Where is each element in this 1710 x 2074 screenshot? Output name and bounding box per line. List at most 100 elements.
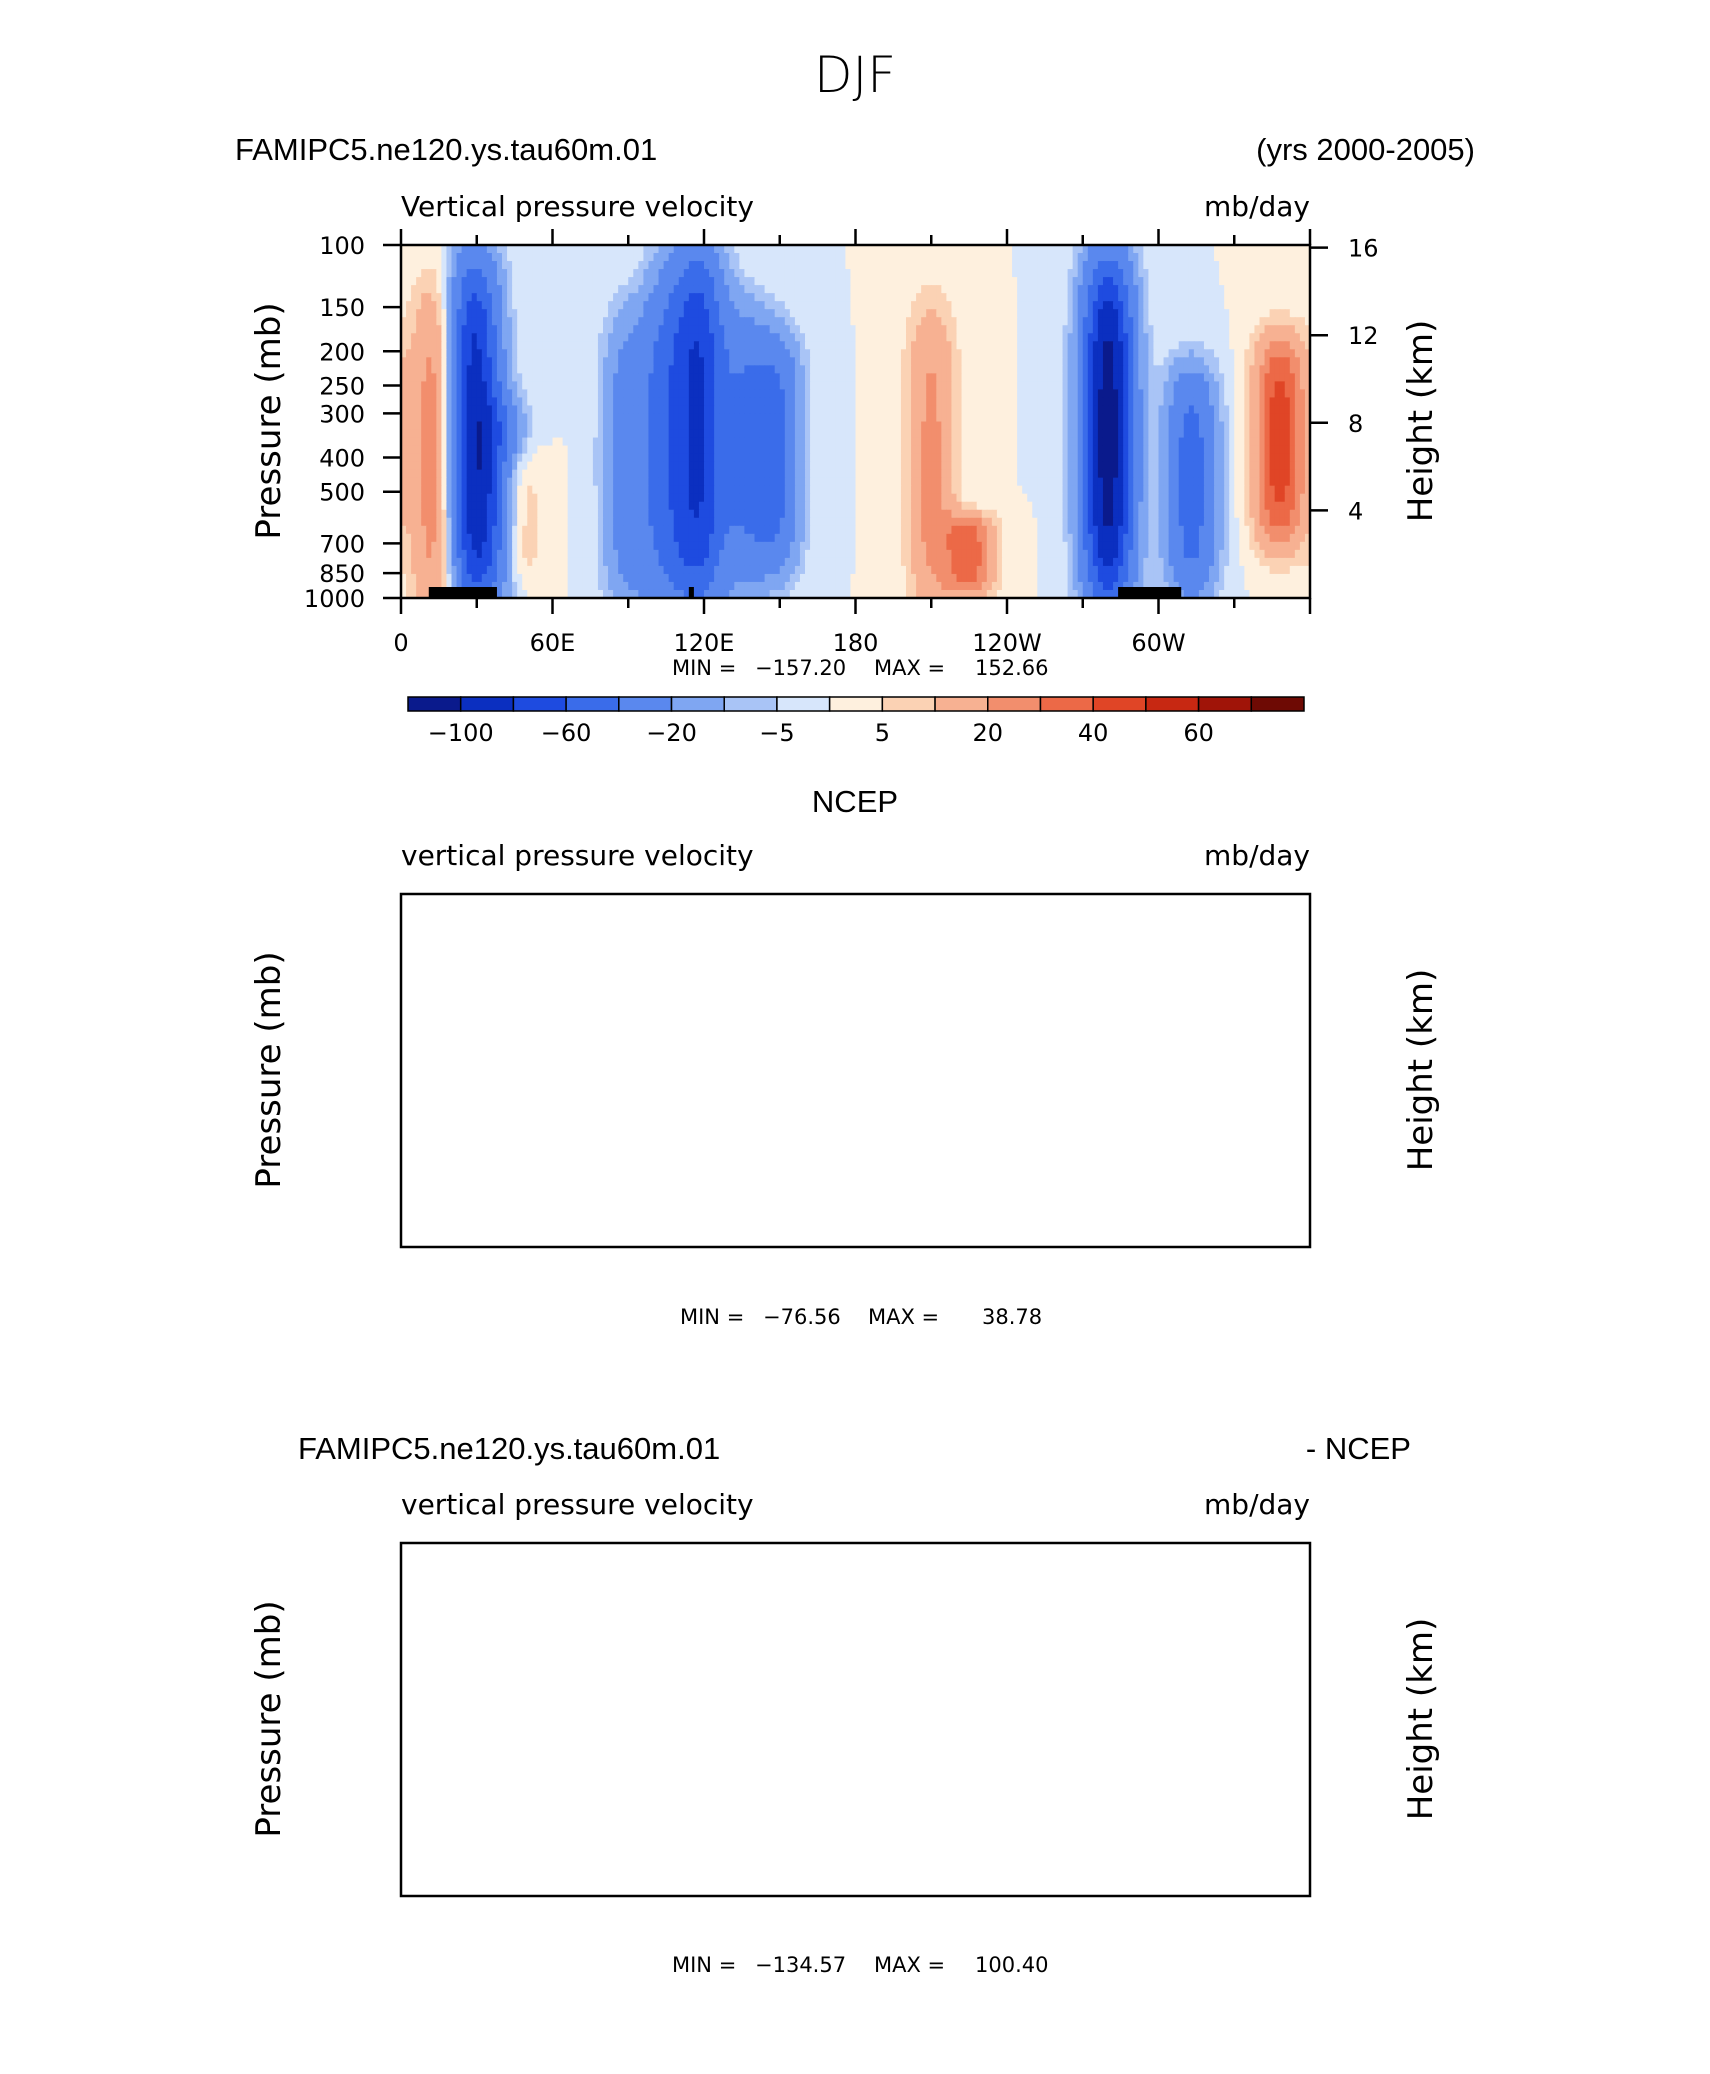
contour-cell — [724, 349, 730, 358]
contour-cell — [835, 261, 841, 270]
contour-cell — [860, 293, 867, 302]
contour-cell — [517, 373, 523, 382]
contour-cell — [769, 293, 776, 302]
contour-cell — [517, 269, 523, 278]
contour-cell — [1113, 309, 1119, 318]
contour-cell — [1113, 421, 1119, 431]
contour-cell — [1198, 293, 1205, 302]
contour-cell — [608, 381, 614, 391]
contour-cell — [1082, 405, 1089, 415]
contour-cell — [845, 317, 852, 326]
contour-cell — [582, 245, 589, 254]
contour-cell — [946, 245, 953, 254]
contour-cell — [577, 397, 584, 407]
contour-cell — [784, 269, 791, 278]
contour-cell — [1062, 421, 1069, 431]
contour-cell — [1183, 293, 1190, 302]
contour-cell — [719, 421, 725, 431]
contour-cell — [1133, 341, 1139, 350]
contour-cell — [845, 421, 852, 431]
contour-cell — [931, 397, 937, 407]
contour-cell — [825, 381, 831, 391]
contour-cell — [1284, 333, 1291, 342]
contour-cell — [668, 309, 675, 318]
contour-cell — [491, 405, 498, 415]
contour-cell — [1203, 453, 1210, 463]
contour-cell — [1042, 261, 1048, 270]
contour-cell — [805, 437, 811, 447]
contour-cell — [1113, 245, 1119, 254]
contour-cell — [840, 421, 846, 431]
contour-cell — [496, 429, 503, 439]
contour-cell — [1289, 261, 1296, 270]
contour-cell — [512, 285, 518, 294]
contour-cell — [451, 365, 458, 374]
contour-cell — [572, 341, 579, 350]
contour-cell — [618, 333, 624, 342]
contour-cell — [799, 285, 806, 294]
contour-cell — [724, 357, 730, 366]
contour-cell — [1123, 405, 1129, 415]
contour-cell — [749, 365, 756, 374]
contour-cell — [698, 413, 705, 423]
contour-cell — [613, 357, 619, 366]
contour-cell — [855, 269, 862, 278]
contour-cell — [491, 445, 498, 455]
contour-cell — [1067, 389, 1074, 399]
contour-cell — [779, 325, 786, 334]
contour-cell — [648, 333, 655, 342]
contour-cell — [406, 333, 412, 342]
contour-cell — [507, 421, 513, 431]
contour-cell — [633, 253, 639, 262]
contour-cell — [411, 349, 417, 358]
contour-cell — [840, 373, 846, 382]
contour-cell — [421, 285, 427, 294]
contour-cell — [1229, 389, 1235, 399]
contour-cell — [981, 397, 988, 407]
contour-cell — [744, 373, 751, 382]
contour-cell — [991, 357, 998, 366]
contour-cell — [648, 261, 655, 270]
contour-cell — [401, 405, 407, 415]
contour-cell — [431, 261, 437, 270]
contour-cell — [411, 253, 417, 262]
contour-cell — [688, 261, 695, 270]
contour-cell — [436, 429, 442, 439]
contour-cell — [698, 461, 705, 471]
contour-cell — [921, 333, 927, 342]
contour-cell — [1138, 413, 1144, 423]
contour-cell — [1269, 389, 1276, 399]
contour-cell — [683, 309, 690, 318]
contour-cell — [805, 389, 811, 399]
contour-cell — [880, 333, 887, 342]
contour-cell — [1294, 389, 1301, 399]
contour-cell — [1153, 293, 1160, 302]
contour-cell — [779, 301, 786, 310]
contour-cell — [981, 413, 988, 423]
contour-cell — [1153, 437, 1160, 447]
contour-cell — [481, 413, 488, 423]
contour-cell — [1158, 277, 1165, 286]
contour-cell — [411, 397, 417, 407]
contour-cell — [704, 317, 710, 326]
contour-cell — [961, 325, 968, 334]
contour-cell — [693, 357, 700, 366]
contour-cell — [481, 293, 488, 302]
contour-cell — [411, 421, 417, 431]
contour-cell — [1123, 317, 1129, 326]
contour-cell — [895, 277, 902, 286]
contour-cell — [668, 269, 675, 278]
contour-cell — [931, 317, 937, 326]
contour-cell — [729, 373, 735, 382]
contour-cell — [1012, 293, 1018, 302]
contour-cell — [820, 389, 826, 399]
contour-cell — [562, 429, 569, 439]
contour-cell — [815, 261, 821, 270]
contour-cell — [1173, 245, 1180, 254]
contour-cell — [931, 293, 937, 302]
contour-cell — [734, 301, 740, 310]
contour-cell — [749, 245, 756, 254]
contour-cell — [613, 341, 619, 350]
contour-cell — [1082, 389, 1089, 399]
contour-cell — [709, 333, 715, 342]
